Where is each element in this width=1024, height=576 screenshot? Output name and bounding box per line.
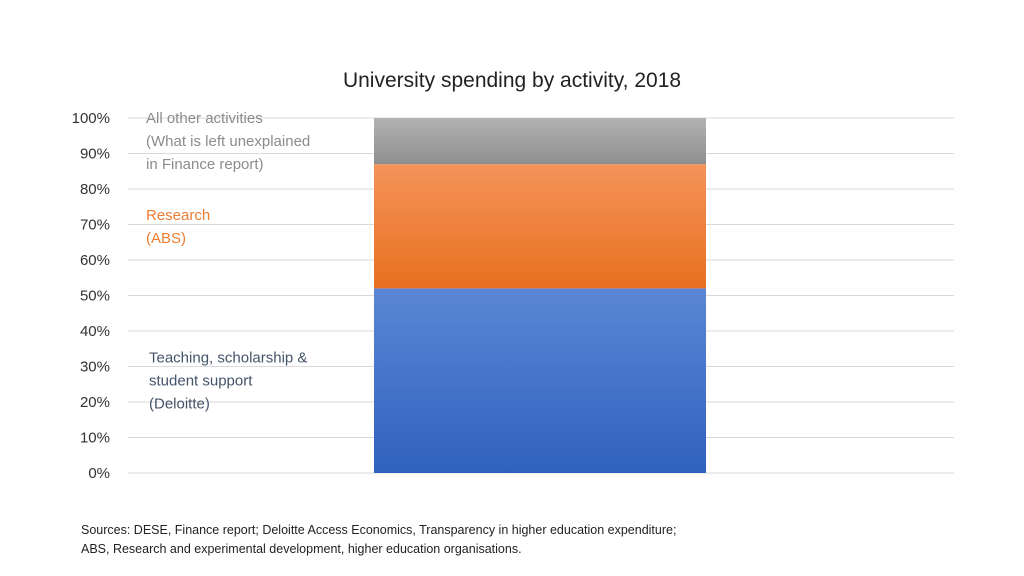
- segment-label-other: All other activities: [146, 110, 263, 127]
- segment-label-research: Research: [146, 207, 210, 224]
- stacked-bar: [374, 118, 706, 473]
- y-tick-label: 80%: [80, 181, 110, 198]
- y-tick-label: 40%: [80, 323, 110, 340]
- segment-labels: Teaching, scholarship & student support (D…: [146, 110, 310, 413]
- y-tick-label: 90%: [80, 146, 110, 163]
- y-tick-label: 0%: [88, 465, 110, 482]
- y-tick-label: 10%: [80, 430, 110, 447]
- segment-label-other: (What is left unexplained: [146, 133, 310, 150]
- y-tick-label: 70%: [80, 217, 110, 234]
- source-line-2: ABS, Research and experimental developme…: [81, 542, 522, 556]
- segment-label-other: in Finance report): [146, 156, 264, 173]
- segment-label-teaching: Teaching, scholarship &: [149, 350, 307, 367]
- y-tick-label: 20%: [80, 394, 110, 411]
- source-line-1: Sources: DESE, Finance report; Deloitte …: [81, 523, 677, 537]
- bar-segment-teaching: [374, 288, 706, 473]
- y-tick-label: 50%: [80, 288, 110, 305]
- y-tick-label: 30%: [80, 359, 110, 376]
- bar-segment-other: [374, 118, 706, 165]
- segment-label-teaching: (Deloitte): [149, 396, 210, 413]
- source-note: Sources: DESE, Finance report; Deloitte …: [81, 521, 781, 559]
- segment-label-teaching: student support: [149, 373, 253, 390]
- bar-segment-research: [374, 164, 706, 289]
- y-tick-label: 100%: [72, 110, 110, 127]
- segment-label-research: (ABS): [146, 230, 186, 247]
- y-tick-label: 60%: [80, 252, 110, 269]
- chart-title: University spending by activity, 2018: [343, 69, 681, 92]
- y-axis-ticks: 0% 10% 20% 30% 40% 50% 60% 70% 80% 90% 100%: [72, 110, 110, 482]
